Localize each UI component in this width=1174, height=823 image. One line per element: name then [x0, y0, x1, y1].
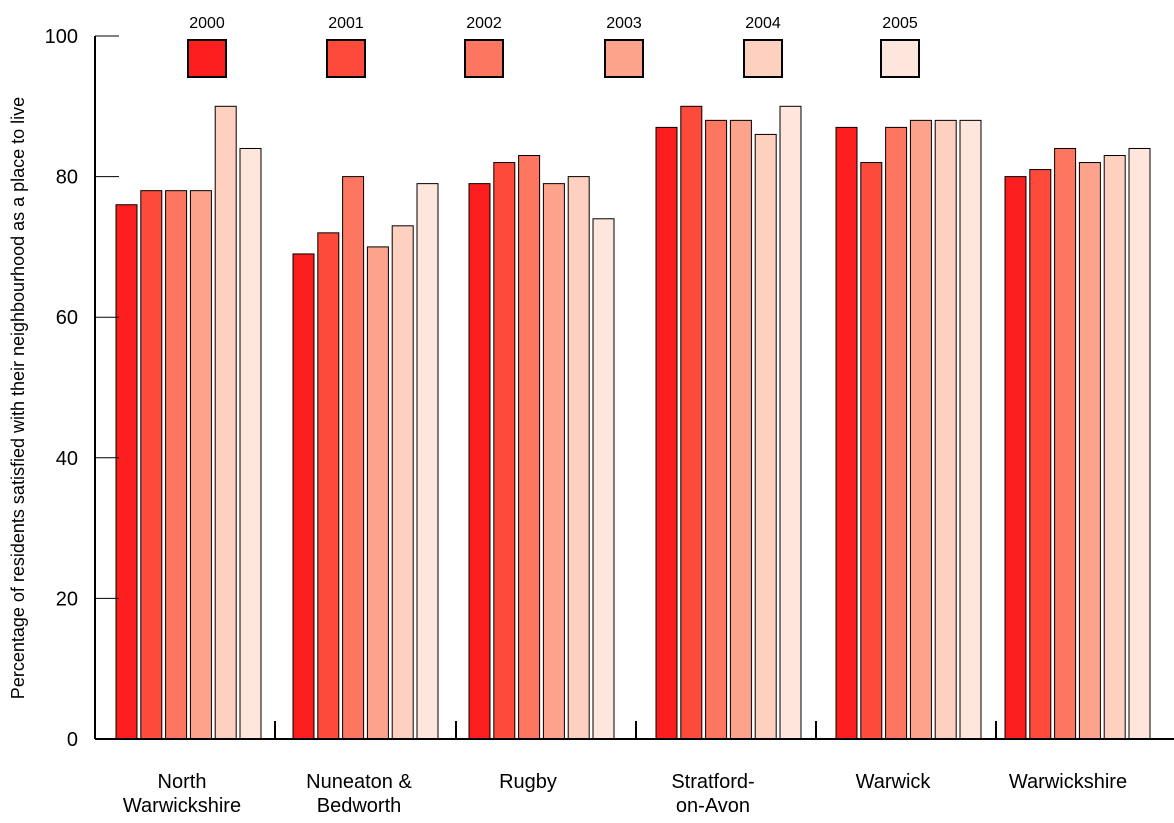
legend-label-2002: 2002: [466, 15, 502, 32]
bar-2005-0: [239, 147, 262, 740]
bar-2005-5: [1128, 147, 1151, 740]
bar-2003-4: [909, 119, 932, 740]
bar-2001-3: [680, 105, 703, 740]
y-tick-label-60: 60: [56, 307, 78, 329]
bar-2004-0: [214, 105, 237, 740]
y-tick-label-20: 20: [56, 588, 78, 610]
bar-2003-0: [189, 190, 212, 740]
bar-2001-4: [860, 162, 883, 740]
bar-2001-5: [1029, 169, 1052, 740]
legend-label-2000: 2000: [189, 15, 225, 32]
legend-swatch-2001: [326, 39, 366, 78]
legend: 2000 2001 2002 2003 2004 2005: [187, 15, 920, 78]
bar-2000-5: [1004, 176, 1027, 740]
bar-2002-1: [342, 176, 365, 740]
y-tick-label-100: 100: [45, 26, 78, 48]
bar-2000-2: [468, 183, 491, 740]
bar-2000-1: [292, 253, 315, 740]
legend-swatch-2004: [743, 39, 783, 78]
legend-swatch-2002: [464, 39, 504, 78]
bar-2005-1: [416, 183, 439, 740]
x-category-label: Warwick: [856, 771, 932, 793]
x-category-label: Rugby: [499, 771, 557, 793]
bar-2003-3: [729, 119, 752, 740]
x-category-label: Nuneaton & Bedworth: [306, 771, 412, 817]
legend-label-2004: 2004: [745, 15, 781, 32]
bar-2000-4: [835, 126, 858, 740]
legend-label-2001: 2001: [328, 15, 364, 32]
bar-2002-5: [1054, 147, 1077, 740]
bar-2000-3: [655, 126, 678, 740]
legend-swatch-2005: [880, 39, 920, 78]
bar-2003-2: [542, 183, 565, 740]
bar-2002-2: [518, 155, 541, 740]
y-tick-label-0: 0: [67, 729, 78, 751]
bar-2004-4: [934, 119, 957, 740]
bar-2003-1: [366, 246, 389, 740]
bar-2005-4: [959, 119, 982, 740]
legend-swatch-2003: [604, 39, 644, 78]
bar-2001-1: [317, 232, 340, 740]
bar-2001-2: [493, 162, 516, 740]
x-category-label: Stratford-on-Avon: [671, 771, 754, 817]
legend-swatch-2000: [187, 39, 227, 78]
bar-2000-0: [115, 204, 138, 740]
bar-2002-0: [165, 190, 188, 740]
bar-2001-0: [140, 190, 163, 740]
x-category-label: Warwickshire: [1009, 771, 1127, 793]
bar-2004-3: [754, 133, 777, 740]
axes-group: 0 20 40 60 80 100 North Warwickshire Nuneaton & B…: [45, 26, 1174, 817]
bar-2004-5: [1103, 155, 1126, 740]
bar-2002-3: [705, 119, 728, 740]
bar-2003-5: [1078, 162, 1101, 740]
x-category-label: North Warwickshire: [123, 771, 241, 817]
bar-2005-3: [779, 105, 802, 740]
legend-label-2003: 2003: [606, 15, 642, 32]
bar-2004-2: [567, 176, 590, 740]
y-tick-label-80: 80: [56, 167, 78, 189]
bar-2005-2: [592, 218, 615, 740]
y-axis-label: Percentage of residents satisfied with t…: [8, 97, 28, 699]
y-tick-label-40: 40: [56, 448, 78, 470]
bars-group: [115, 105, 1151, 740]
legend-label-2005: 2005: [882, 15, 918, 32]
bar-2004-1: [391, 225, 414, 740]
bar-2002-4: [885, 126, 908, 740]
